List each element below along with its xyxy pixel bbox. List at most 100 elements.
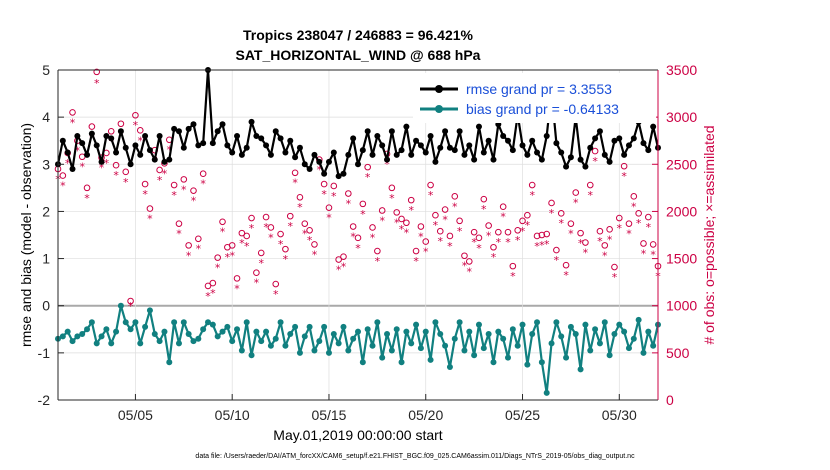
obs-possible-point — [340, 253, 347, 260]
bias-point — [596, 340, 603, 347]
obs-possible-point — [253, 269, 260, 277]
obs-possible-point — [625, 220, 633, 227]
bias-point — [243, 319, 250, 326]
obs-assimilated-point: * — [394, 216, 400, 229]
obs-assimilated-point: * — [486, 230, 492, 243]
obs-assimilated-point: * — [379, 214, 385, 227]
rmse-point — [519, 142, 526, 149]
obs-possible-point — [582, 239, 589, 246]
obs-assimilated-point: * — [84, 192, 90, 205]
bias-point — [461, 347, 468, 354]
obs-possible-point — [238, 229, 246, 237]
obs-assimilated-point: * — [433, 219, 439, 232]
obs-possible-point — [267, 224, 275, 231]
rmse-point — [509, 147, 516, 154]
obs-assimilated-point: * — [529, 189, 535, 202]
rmse-point — [321, 170, 328, 177]
obs-assimilated-point: * — [496, 236, 502, 249]
y-left-tick-label: 1 — [42, 251, 50, 267]
rmse-point — [500, 133, 507, 139]
rmse-point — [161, 158, 168, 165]
obs-possible-point — [543, 230, 551, 238]
bias-point — [142, 323, 149, 330]
obs-assimilated-point: * — [331, 190, 337, 203]
obs-assimilated-point: * — [467, 265, 473, 278]
bias-point — [485, 331, 492, 337]
obs-assimilated-point: * — [438, 235, 444, 248]
obs-possible-point — [117, 120, 125, 128]
rmse-point — [408, 151, 415, 158]
bias-point — [263, 328, 270, 335]
obs-possible-point — [214, 254, 221, 261]
bias-point — [553, 319, 560, 326]
bias-point — [292, 323, 299, 330]
rmse-point — [611, 137, 618, 144]
rmse-point — [325, 158, 332, 165]
bias-point — [74, 333, 81, 340]
rmse-point — [113, 149, 120, 156]
rmse-point — [630, 135, 637, 142]
bias-point — [117, 302, 124, 309]
bias-point — [287, 331, 294, 337]
bias-point — [229, 338, 236, 345]
bias-point — [277, 319, 284, 326]
bias-point — [195, 335, 202, 342]
rmse-point — [243, 144, 250, 151]
rmse-point — [151, 156, 158, 163]
x-tick-label: 05/05 — [118, 407, 153, 423]
bias-point — [64, 328, 71, 335]
obs-possible-point — [83, 184, 91, 192]
bias-point — [534, 319, 541, 326]
obs-assimilated-point: * — [205, 290, 211, 303]
rmse-point — [219, 121, 226, 128]
obs-assimilated-point: * — [104, 157, 110, 170]
bias-point — [432, 319, 439, 326]
obs-assimilated-point: * — [641, 247, 647, 260]
bias-point — [200, 326, 207, 333]
rmse-point — [403, 123, 410, 130]
rmse-point — [88, 130, 95, 137]
obs-assimilated-point: * — [544, 238, 550, 251]
obs-possible-point — [277, 230, 284, 238]
obs-possible-point — [325, 204, 333, 211]
obs-assimilated-point: * — [360, 208, 366, 221]
bias-point — [190, 338, 197, 345]
bias-point — [548, 340, 555, 347]
bias-point — [403, 328, 410, 335]
bias-point — [330, 331, 337, 337]
bias-point — [253, 328, 260, 335]
obs-assimilated-point: * — [167, 144, 173, 157]
obs-assimilated-point: * — [79, 161, 85, 174]
bias-point — [519, 321, 526, 328]
obs-assimilated-point: * — [481, 203, 487, 216]
y-left-tick-label: 0 — [42, 298, 50, 314]
rmse-point — [538, 156, 545, 163]
obs-possible-point — [257, 249, 265, 257]
obs-possible-point — [107, 127, 115, 135]
obs-possible-point — [93, 68, 101, 76]
rmse-point — [359, 147, 366, 154]
obs-possible-point — [490, 243, 497, 251]
bias-point — [442, 342, 449, 349]
bias-point — [98, 333, 105, 340]
bias-point — [340, 323, 347, 330]
rmse-point — [180, 144, 187, 151]
obs-assimilated-point: * — [65, 157, 71, 170]
bias-point — [311, 347, 318, 354]
obs-assimilated-point: * — [162, 167, 168, 180]
rmse-point — [461, 151, 468, 158]
obs-assimilated-point: * — [558, 217, 564, 230]
obs-possible-point — [591, 147, 599, 155]
bias-point — [161, 328, 168, 335]
rmse-point — [350, 135, 357, 142]
y-right-tick-label: 1000 — [666, 298, 697, 314]
bias-point — [466, 328, 473, 335]
obs-possible-point — [393, 209, 401, 216]
legend-bias-label: bias grand pr = -0.64133 — [466, 101, 619, 117]
rmse-point — [267, 151, 274, 158]
obs-possible-point — [69, 109, 76, 116]
obs-possible-point — [195, 235, 202, 243]
obs-possible-point — [272, 280, 280, 288]
bias-point — [234, 326, 241, 333]
rmse-point — [234, 133, 241, 139]
